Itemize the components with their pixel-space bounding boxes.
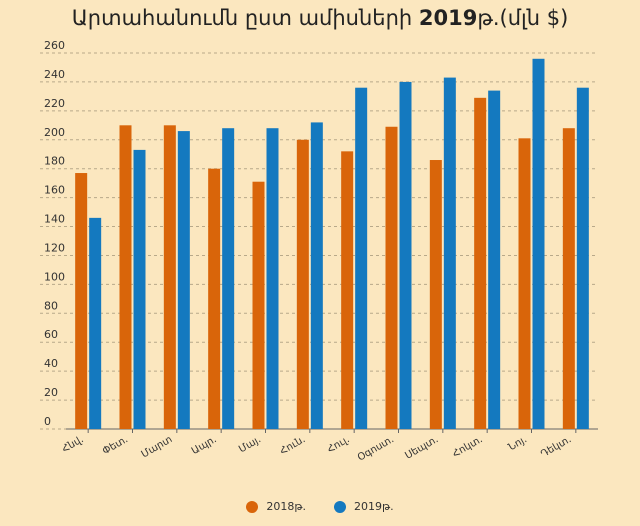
legend-item-2019: 2019թ. <box>334 500 394 513</box>
x-tick-label: Մարտ <box>140 434 175 460</box>
bar-2018թ.-Հուն. <box>296 139 309 429</box>
y-tick-label: 160 <box>44 184 65 197</box>
x-tick-label: Սեպտ. <box>403 434 440 462</box>
x-tick-label: Դեկտ. <box>539 434 573 460</box>
y-tick-label: 180 <box>44 155 65 168</box>
y-tick-label: 0 <box>44 415 51 428</box>
chart-title: Արտահանումն ըստ ամիսների 2019թ.(մլն $) <box>0 6 640 30</box>
bar-2019թ.-Հոկտ. <box>488 90 501 429</box>
y-tick-label: 20 <box>44 386 58 399</box>
x-tick-label: Օգոստ. <box>356 434 396 464</box>
bar-2018թ.-Փետ. <box>119 125 132 430</box>
bar-2018թ.-Հոկտ. <box>474 97 487 429</box>
y-tick-label: 80 <box>44 299 58 312</box>
x-tick-label: Հոկտ. <box>451 434 485 460</box>
bar-2018թ.-Դեկտ. <box>562 128 575 429</box>
y-tick-label: 40 <box>44 357 58 370</box>
bar-2019թ.-Հուլ. <box>355 87 368 429</box>
bar-2018թ.-Հուլ. <box>341 151 354 430</box>
chart-title-year: 2019 <box>418 6 478 30</box>
bar-2018թ.-Ապր. <box>208 168 221 429</box>
chart-title-main: Արտահանումն ըստ ամիսների <box>71 6 413 30</box>
bar-2019թ.-Դեկտ. <box>576 87 589 429</box>
y-tick-label: 220 <box>44 97 65 110</box>
y-tick-label: 120 <box>44 241 65 254</box>
bar-2019թ.-Նոյ. <box>532 58 545 430</box>
y-tick-label: 200 <box>44 126 65 139</box>
bar-2019թ.-Ապր. <box>222 128 235 429</box>
y-tick-label: 260 <box>44 39 65 52</box>
bar-2019թ.-Հուն. <box>310 122 323 430</box>
bar-2019թ.-Օգոստ. <box>399 81 412 429</box>
bar-2018թ.-Սեպտ. <box>429 160 442 429</box>
x-tick-label: Հնվ. <box>60 434 85 455</box>
bar-2018թ.-Նոյ. <box>518 138 531 430</box>
bar-2019թ.-Հնվ. <box>89 217 102 429</box>
bar-2019թ.-Մայ. <box>266 128 279 429</box>
y-tick-label: 140 <box>44 213 65 226</box>
legend: 2018թ. 2019թ. <box>0 500 640 513</box>
legend-swatch-2019 <box>334 500 346 513</box>
x-tick-label: Փետ. <box>101 434 130 457</box>
legend-item-2018: 2018թ. <box>246 500 306 513</box>
x-tick-label: Հուլ. <box>326 434 352 455</box>
legend-swatch-2018 <box>246 500 259 513</box>
bar-2019թ.-Սեպտ. <box>443 77 456 429</box>
y-tick-label: 240 <box>44 68 65 81</box>
bar-2018թ.-Օգոստ. <box>385 126 398 429</box>
chart-title-suffix: թ.(մլն $) <box>477 6 569 30</box>
x-tick-label: Նոյ. <box>507 434 529 453</box>
x-tick-label: Մայ. <box>237 434 263 455</box>
y-tick-label: 100 <box>44 270 65 283</box>
x-tick-label: Ապր. <box>190 434 219 457</box>
legend-label-2018: 2018թ. <box>266 500 306 513</box>
y-tick-label: 60 <box>44 328 58 341</box>
bar-2019թ.-Փետ. <box>133 149 146 429</box>
bar-2018թ.-Մայ. <box>252 181 265 429</box>
x-tick-label: Հուն. <box>278 434 307 457</box>
bar-2018թ.-Հնվ. <box>75 173 88 429</box>
legend-label-2019: 2019թ. <box>354 500 394 513</box>
bar-2018թ.-Մարտ <box>163 125 176 430</box>
bar-2019թ.-Մարտ <box>177 131 190 430</box>
